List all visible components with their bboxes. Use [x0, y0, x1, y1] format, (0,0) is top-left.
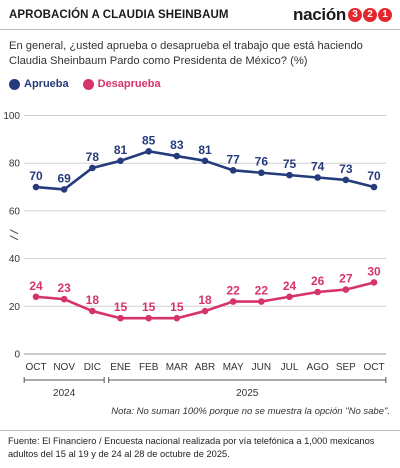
data-label: 77 — [226, 152, 240, 166]
data-point — [286, 293, 293, 301]
x-tick-label: NOV — [53, 362, 75, 373]
chart-note: Nota: No suman 100% porque no se muestra… — [111, 406, 390, 417]
data-point — [173, 314, 181, 322]
axis-break-mark — [9, 235, 19, 241]
data-point — [117, 314, 124, 322]
data-point — [201, 307, 209, 315]
data-point — [145, 147, 152, 155]
y-tick-label: 40 — [9, 254, 21, 265]
x-tick-label: JUL — [281, 362, 299, 373]
data-label: 23 — [57, 281, 71, 295]
data-label: 76 — [255, 155, 269, 169]
legend-swatch-aprueba — [9, 78, 20, 90]
y-tick-label: 0 — [14, 350, 20, 361]
x-tick-label: DIC — [84, 362, 101, 373]
x-tick-label: MAR — [166, 362, 188, 373]
data-label: 85 — [142, 133, 156, 147]
x-tick-label: SEP — [336, 362, 356, 373]
data-label: 18 — [198, 293, 212, 307]
legend-item-desaprueba: Desaprueba — [82, 78, 161, 90]
data-point — [117, 157, 124, 165]
x-tick-label: OCT — [363, 362, 384, 373]
data-point — [342, 286, 350, 293]
data-point — [229, 298, 237, 305]
year-label: 2025 — [236, 388, 259, 399]
y-tick-label: 20 — [9, 302, 21, 313]
data-point — [32, 183, 40, 191]
data-label: 27 — [339, 272, 353, 286]
data-point — [89, 164, 96, 172]
y-tick-label: 80 — [9, 159, 21, 170]
data-label: 75 — [283, 157, 297, 171]
brand-digit: 1 — [378, 8, 392, 22]
header-divider — [0, 29, 400, 30]
data-label: 15 — [114, 300, 128, 314]
x-tick-label: AGO — [307, 362, 329, 373]
data-label: 22 — [226, 284, 240, 298]
data-point — [370, 183, 378, 191]
data-point — [229, 167, 237, 174]
data-label: 70 — [29, 169, 43, 183]
line-chart: 0 20 40 60 80 100 OCT NOV DIC ENE FEB MAR ABR MAY JUN J… — [3, 111, 387, 399]
y-tick-label: 60 — [9, 206, 21, 217]
data-label: 24 — [283, 279, 297, 293]
data-point — [314, 288, 321, 296]
data-point — [286, 171, 293, 179]
data-label: 73 — [339, 162, 353, 176]
chart-title: APROBACIÓN A CLAUDIA SHEINBAUM — [9, 9, 229, 21]
data-label: 15 — [142, 300, 156, 314]
x-tick-label: FEB — [139, 362, 159, 373]
source-divider — [0, 430, 400, 431]
data-label: 24 — [29, 279, 43, 293]
data-point — [32, 293, 40, 301]
data-point — [258, 169, 265, 177]
data-point — [145, 314, 152, 322]
source-text: Fuente: El Financiero / Encuesta naciona… — [8, 436, 375, 459]
data-label: 81 — [198, 143, 212, 157]
legend: Aprueba Desaprueba — [9, 77, 175, 91]
data-point — [89, 307, 96, 315]
data-point — [314, 174, 321, 181]
y-tick-label: 100 — [3, 111, 20, 122]
data-point — [342, 176, 350, 184]
axis-break-mark — [9, 229, 19, 235]
data-label: 83 — [170, 138, 184, 152]
data-label: 18 — [86, 293, 100, 307]
data-point — [201, 157, 209, 165]
data-label: 69 — [57, 171, 71, 185]
data-point — [60, 295, 68, 303]
brand-digit: 3 — [348, 8, 362, 22]
x-tick-label: MAY — [223, 362, 244, 373]
x-tick-label: OCT — [25, 362, 46, 373]
brand-word: nación — [293, 5, 346, 24]
data-label: 26 — [311, 274, 325, 288]
brand-digit: 2 — [363, 8, 377, 22]
legend-item-aprueba: Aprueba — [9, 78, 69, 90]
legend-label-aprueba: Aprueba — [24, 78, 69, 90]
year-label: 2024 — [53, 388, 76, 399]
header: APROBACIÓN A CLAUDIA SHEINBAUM nación 3 … — [0, 0, 400, 30]
data-point — [60, 186, 68, 193]
data-label: 30 — [367, 264, 381, 278]
data-label: 15 — [170, 300, 184, 314]
data-label: 74 — [311, 160, 325, 174]
data-point — [173, 152, 181, 160]
x-tick-label: ENE — [110, 362, 131, 373]
brand-logo: nación 3 2 1 — [293, 4, 392, 26]
legend-swatch-desaprueba — [82, 78, 94, 90]
data-point — [370, 279, 378, 286]
x-tick-label: JUN — [252, 362, 271, 373]
data-label: 70 — [367, 169, 381, 183]
legend-label-desaprueba: Desaprueba — [97, 78, 161, 90]
data-label: 81 — [114, 143, 128, 157]
data-label: 78 — [86, 150, 100, 164]
survey-question: En general, ¿usted aprueba o desaprueba … — [9, 40, 363, 67]
data-label: 22 — [255, 284, 269, 298]
data-point — [258, 298, 265, 305]
x-tick-label: ABR — [195, 362, 216, 373]
